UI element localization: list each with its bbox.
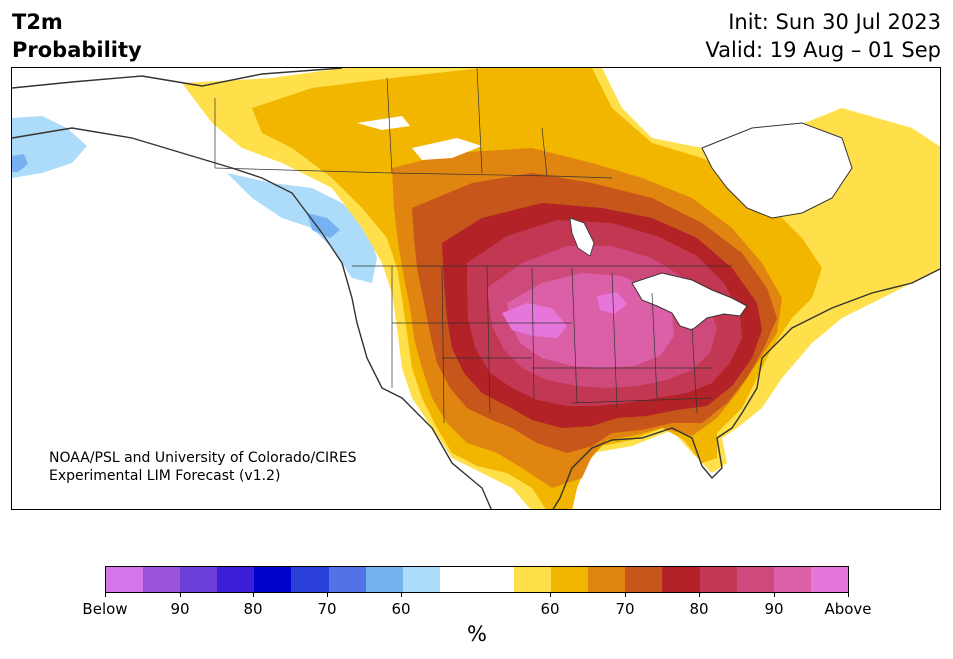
above-region-95-east: [597, 292, 627, 314]
colorbar-segment: [514, 567, 552, 592]
forecast-dates: Init: Sun 30 Jul 2023 Valid: 19 Aug – 01…: [705, 8, 941, 64]
colorbar-tick: [253, 593, 254, 597]
colorbar-segment: [106, 567, 144, 592]
colorbar-segment: [662, 567, 700, 592]
colorbar-tick-label: Below: [82, 600, 128, 618]
colorbar-segment: [588, 567, 626, 592]
attribution: NOAA/PSL and University of Colorado/CIRE…: [49, 449, 357, 485]
colorbar-unit: %: [467, 622, 487, 646]
colorbar-segment: [699, 567, 737, 592]
colorbar-segment: [736, 567, 774, 592]
colorbar-segment: [254, 567, 292, 592]
valid-period: Valid: 19 Aug – 01 Sep: [705, 38, 941, 62]
colorbar-segment: [217, 567, 255, 592]
below-region-bc-coast: [227, 173, 377, 283]
political-borders: [214, 68, 732, 424]
attribution-line-1: NOAA/PSL and University of Colorado/CIRE…: [49, 450, 357, 466]
colorbar-tick: [625, 593, 626, 597]
colorbar-tick: [848, 593, 849, 597]
colorbar-tick: [550, 593, 551, 597]
colorbar-tick: [105, 593, 106, 597]
map-title: T2m Probability: [12, 8, 142, 64]
colorbar-segment: [291, 567, 329, 592]
colorbar-tick-label: 80: [689, 600, 709, 618]
colorbar-segment: [365, 567, 403, 592]
colorbar-tick-label: 60: [391, 600, 411, 618]
colorbar-segment: [402, 567, 440, 592]
colorbar-segment: [180, 567, 218, 592]
colorbar-segment: [773, 567, 811, 592]
colorbar-segment: [810, 567, 848, 592]
below-region-alaska-core: [12, 154, 28, 172]
colorbar-tick-label: 70: [317, 600, 337, 618]
colorbar-tick-label: 70: [615, 600, 635, 618]
colorbar-tick-label: 90: [170, 600, 190, 618]
below-region-bc-core: [307, 213, 340, 238]
colorbar-tick: [699, 593, 700, 597]
colorbar-tick: [774, 593, 775, 597]
hudson-bay: [701, 122, 853, 219]
attribution-line-2: Experimental LIM Forecast (v1.2): [49, 468, 281, 484]
lake-winnipeg: [569, 217, 595, 257]
coastline: [12, 68, 940, 509]
probability-map: [11, 67, 941, 510]
colorbar-tick: [327, 593, 328, 597]
colorbar-tick: [401, 593, 402, 597]
map-canvas: [12, 68, 940, 509]
init-date: Init: Sun 30 Jul 2023: [728, 10, 941, 34]
canadian-lakes: [357, 116, 482, 160]
colorbar-tick-label: 80: [243, 600, 263, 618]
colorbar-segment: [143, 567, 181, 592]
map-title-quantity: Probability: [12, 38, 142, 62]
colorbar-segment: [439, 567, 477, 592]
colorbar-tick-label: 60: [540, 600, 560, 618]
colorbar-tick-label: Above: [824, 600, 872, 618]
colorbar-tick-label: 90: [764, 600, 784, 618]
colorbar: [105, 566, 849, 593]
colorbar-segment: [625, 567, 663, 592]
above-region-90: [507, 273, 674, 368]
colorbar-segment: [328, 567, 366, 592]
below-region-alaska: [12, 116, 87, 178]
colorbar-tick: [180, 593, 181, 597]
map-title-variable: T2m: [12, 10, 63, 34]
above-region-95: [502, 303, 567, 338]
colorbar-segment: [551, 567, 589, 592]
great-lakes: [631, 272, 748, 331]
colorbar-segment: [476, 567, 515, 592]
